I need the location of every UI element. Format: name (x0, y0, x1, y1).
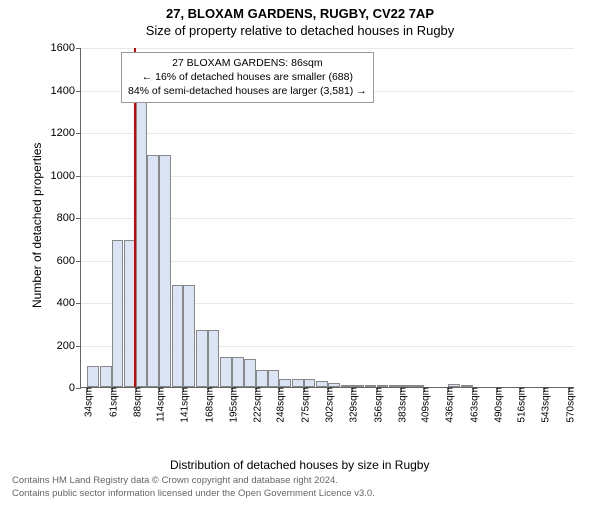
histogram-bar (172, 285, 184, 387)
histogram-bar (159, 155, 171, 387)
xtick-label: 222sqm (249, 387, 264, 423)
xtick-label: 436sqm (441, 387, 456, 423)
histogram-bar (292, 379, 304, 388)
histogram-bar (279, 379, 291, 388)
xtick-label: 88sqm (128, 387, 143, 417)
gridline (81, 48, 574, 49)
histogram-bar (183, 285, 195, 387)
xtick-label: 329sqm (345, 387, 360, 423)
histogram-bar (304, 379, 316, 388)
xtick-label: 114sqm (152, 387, 167, 422)
histogram-bar (100, 366, 112, 387)
xtick-label: 516sqm (513, 387, 528, 423)
page-title: 27, BLOXAM GARDENS, RUGBY, CV22 7AP (0, 6, 600, 21)
footer-line1: Contains HM Land Registry data © Crown c… (12, 475, 375, 487)
histogram-bar (136, 90, 148, 388)
footer-attribution: Contains HM Land Registry data © Crown c… (12, 475, 375, 500)
ytick-label: 800 (57, 212, 81, 224)
page-subtitle: Size of property relative to detached ho… (0, 23, 600, 38)
histogram-bar (268, 370, 280, 387)
ytick-label: 600 (57, 255, 81, 267)
gridline (81, 133, 574, 134)
xtick-label: 570sqm (561, 387, 576, 423)
histogram-bar (112, 240, 124, 387)
xtick-label: 383sqm (393, 387, 408, 423)
xtick-label: 356sqm (369, 387, 384, 423)
histogram-bar (208, 330, 220, 387)
ytick-label: 200 (57, 340, 81, 352)
ytick-label: 1200 (51, 127, 81, 139)
ytick-label: 1000 (51, 170, 81, 182)
histogram-bar (147, 155, 159, 387)
xtick-label: 141sqm (176, 387, 191, 423)
x-axis-label: Distribution of detached houses by size … (170, 458, 429, 472)
ytick-label: 1400 (51, 85, 81, 97)
xtick-label: 543sqm (537, 387, 552, 423)
y-axis-label: Number of detached properties (30, 143, 44, 308)
histogram-bar (244, 359, 256, 387)
xtick-label: 61sqm (104, 387, 119, 417)
ytick-label: 1600 (51, 42, 81, 54)
xtick-label: 168sqm (200, 387, 215, 423)
xtick-label: 409sqm (417, 387, 432, 423)
chart-container: Number of detached properties 0200400600… (50, 48, 580, 418)
annotation-line2: ← 16% of detached houses are smaller (68… (128, 70, 367, 84)
xtick-label: 275sqm (296, 387, 311, 423)
annotation-line1: 27 BLOXAM GARDENS: 86sqm (128, 56, 367, 70)
annotation-box: 27 BLOXAM GARDENS: 86sqm ← 16% of detach… (121, 52, 374, 103)
histogram-bar (196, 330, 208, 387)
annotation-line3: 84% of semi-detached houses are larger (… (128, 84, 367, 98)
xtick-label: 490sqm (489, 387, 504, 423)
plot-area: 0200400600800100012001400160034sqm61sqm8… (80, 48, 574, 388)
xtick-label: 34sqm (80, 387, 95, 417)
histogram-bar (256, 370, 268, 387)
footer-line2: Contains public sector information licen… (12, 488, 375, 500)
xtick-label: 302sqm (321, 387, 336, 423)
ytick-label: 400 (57, 297, 81, 309)
histogram-bar (87, 366, 99, 387)
xtick-label: 463sqm (465, 387, 480, 423)
histogram-bar (220, 357, 232, 387)
xtick-label: 195sqm (224, 387, 239, 423)
histogram-bar (232, 357, 244, 387)
xtick-label: 248sqm (272, 387, 287, 423)
